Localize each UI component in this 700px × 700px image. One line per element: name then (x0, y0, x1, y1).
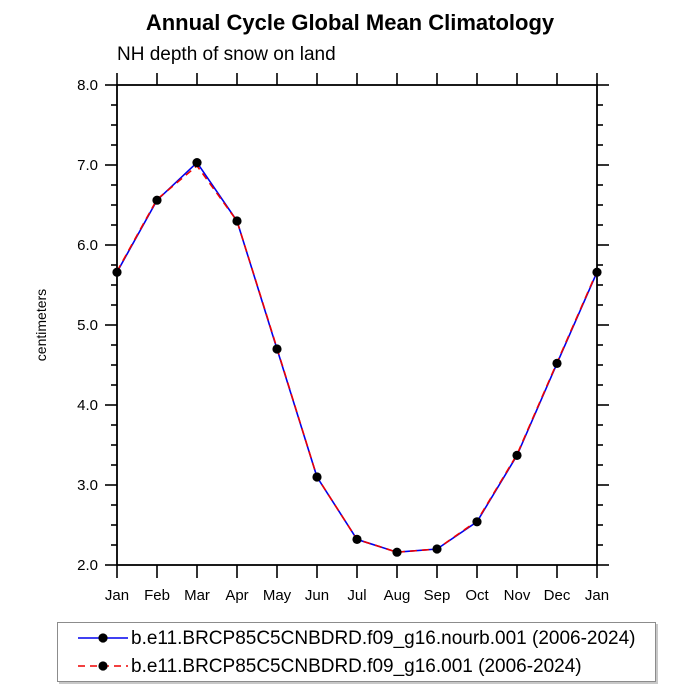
data-point-marker (392, 547, 402, 557)
legend-entry-label: b.e11.BRCP85C5CNBDRD.f09_g16.001 (2006-2… (131, 655, 582, 677)
x-tick-label: Aug (384, 587, 411, 604)
data-point-marker (512, 450, 522, 460)
x-tick-label: Jul (347, 587, 366, 604)
data-point-marker (232, 216, 242, 226)
y-axis-title: centimeters (33, 289, 49, 361)
legend-dashed-line-icon (78, 661, 128, 671)
data-point-marker (152, 195, 162, 205)
data-point-marker (312, 472, 322, 482)
x-tick-label: Jun (305, 587, 329, 604)
data-point-marker (592, 267, 602, 277)
legend-solid-line-icon (78, 633, 128, 643)
series-line-0 (116, 161, 598, 554)
data-point-marker (352, 534, 362, 545)
y-tick-label: 3.0 (77, 477, 98, 494)
x-tick-label: Nov (504, 587, 531, 604)
series-line-1 (116, 164, 598, 554)
x-tick-label: Sep (424, 587, 451, 604)
x-tick-label: Apr (225, 587, 248, 604)
data-point-marker (192, 158, 202, 168)
data-point-marker (432, 544, 442, 554)
legend-entry-label: b.e11.BRCP85C5CNBDRD.f09_g16.nourb.001 (… (131, 627, 636, 649)
chart-subtitle: NH depth of snow on land (117, 44, 336, 65)
plot-area: 2.0 3.0 4.0 5.0 6.0 7.0 8.0 Jan Feb Mar Apr May Jun J… (33, 73, 609, 604)
y-tick-label: 8.0 (77, 77, 98, 94)
y-tick-label: 2.0 (77, 557, 98, 574)
data-point-marker (272, 344, 282, 354)
y-tick-label: 7.0 (77, 157, 98, 174)
legend-entry: b.e11.BRCP85C5CNBDRD.f09_g16.nourb.001 (… (77, 625, 655, 651)
data-point-marker (552, 358, 562, 368)
y-tick-label: 4.0 (77, 397, 98, 414)
legend-entry: b.e11.BRCP85C5CNBDRD.f09_g16.001 (2006-2… (77, 653, 655, 679)
data-point-marker (112, 267, 122, 277)
y-tick-label: 6.0 (77, 237, 98, 254)
legend-box: b.e11.BRCP85C5CNBDRD.f09_g16.nourb.001 (… (57, 622, 656, 682)
x-tick-label: Dec (544, 587, 571, 604)
x-tick-label: Jan (105, 587, 129, 604)
x-tick-label: Jan (585, 587, 609, 604)
x-tick-label: Mar (184, 587, 210, 604)
chart-title: Annual Cycle Global Mean Climatology (145, 10, 555, 35)
data-point-marker (472, 517, 482, 527)
x-tick-label: Feb (144, 587, 170, 604)
y-tick-label: 5.0 (77, 317, 98, 334)
plot-frame (116, 84, 598, 566)
x-tick-label: May (263, 587, 292, 604)
x-tick-label: Oct (465, 587, 489, 604)
